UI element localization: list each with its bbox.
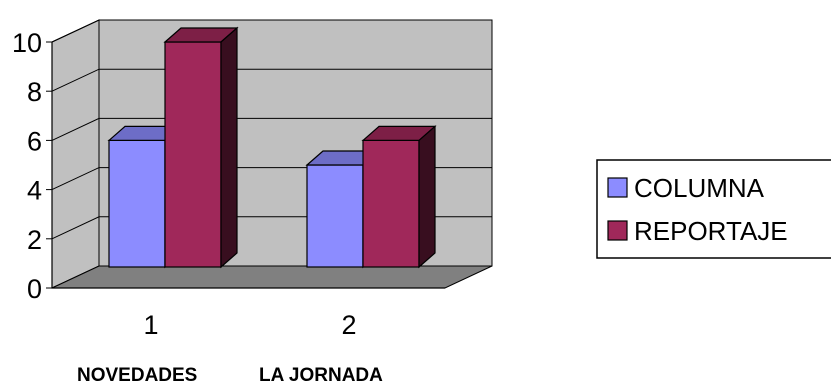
y-axis-ticks: 0 2 4 6 8 10 <box>12 28 445 304</box>
legend-label-columna: COLUMNA <box>634 173 765 203</box>
floor <box>51 265 493 289</box>
bar-side <box>418 125 436 269</box>
legend-label-reportaje: REPORTAJE <box>634 216 788 246</box>
bar-front <box>108 139 166 268</box>
bar-front <box>306 164 364 268</box>
bar-side <box>220 26 238 269</box>
legend-frame <box>596 159 831 259</box>
gridline <box>51 68 492 92</box>
bar-front <box>164 41 222 268</box>
y-tick-label: 0 <box>27 274 42 304</box>
legend-swatch-reportaje <box>607 220 628 241</box>
y-tick-label: 2 <box>27 225 42 255</box>
x-tick-label: 1 <box>143 310 158 340</box>
legend-swatch-columna <box>607 177 628 198</box>
gridline <box>51 19 492 43</box>
x-tick-label: 2 <box>341 310 356 340</box>
side-wall <box>51 19 100 289</box>
gridline <box>51 117 492 141</box>
legend: COLUMNA REPORTAJE <box>596 159 831 259</box>
bar-front <box>362 139 420 268</box>
y-tick-label: 8 <box>27 77 42 107</box>
y-tick-label: 4 <box>27 176 42 206</box>
footer-label-la-jornada: LA JORNADA <box>259 365 383 386</box>
bars <box>107 26 437 269</box>
footer-label-novedades: NOVEDADES <box>77 365 197 386</box>
y-tick-label: 6 <box>27 126 42 156</box>
y-tick-label: 10 <box>12 28 42 58</box>
